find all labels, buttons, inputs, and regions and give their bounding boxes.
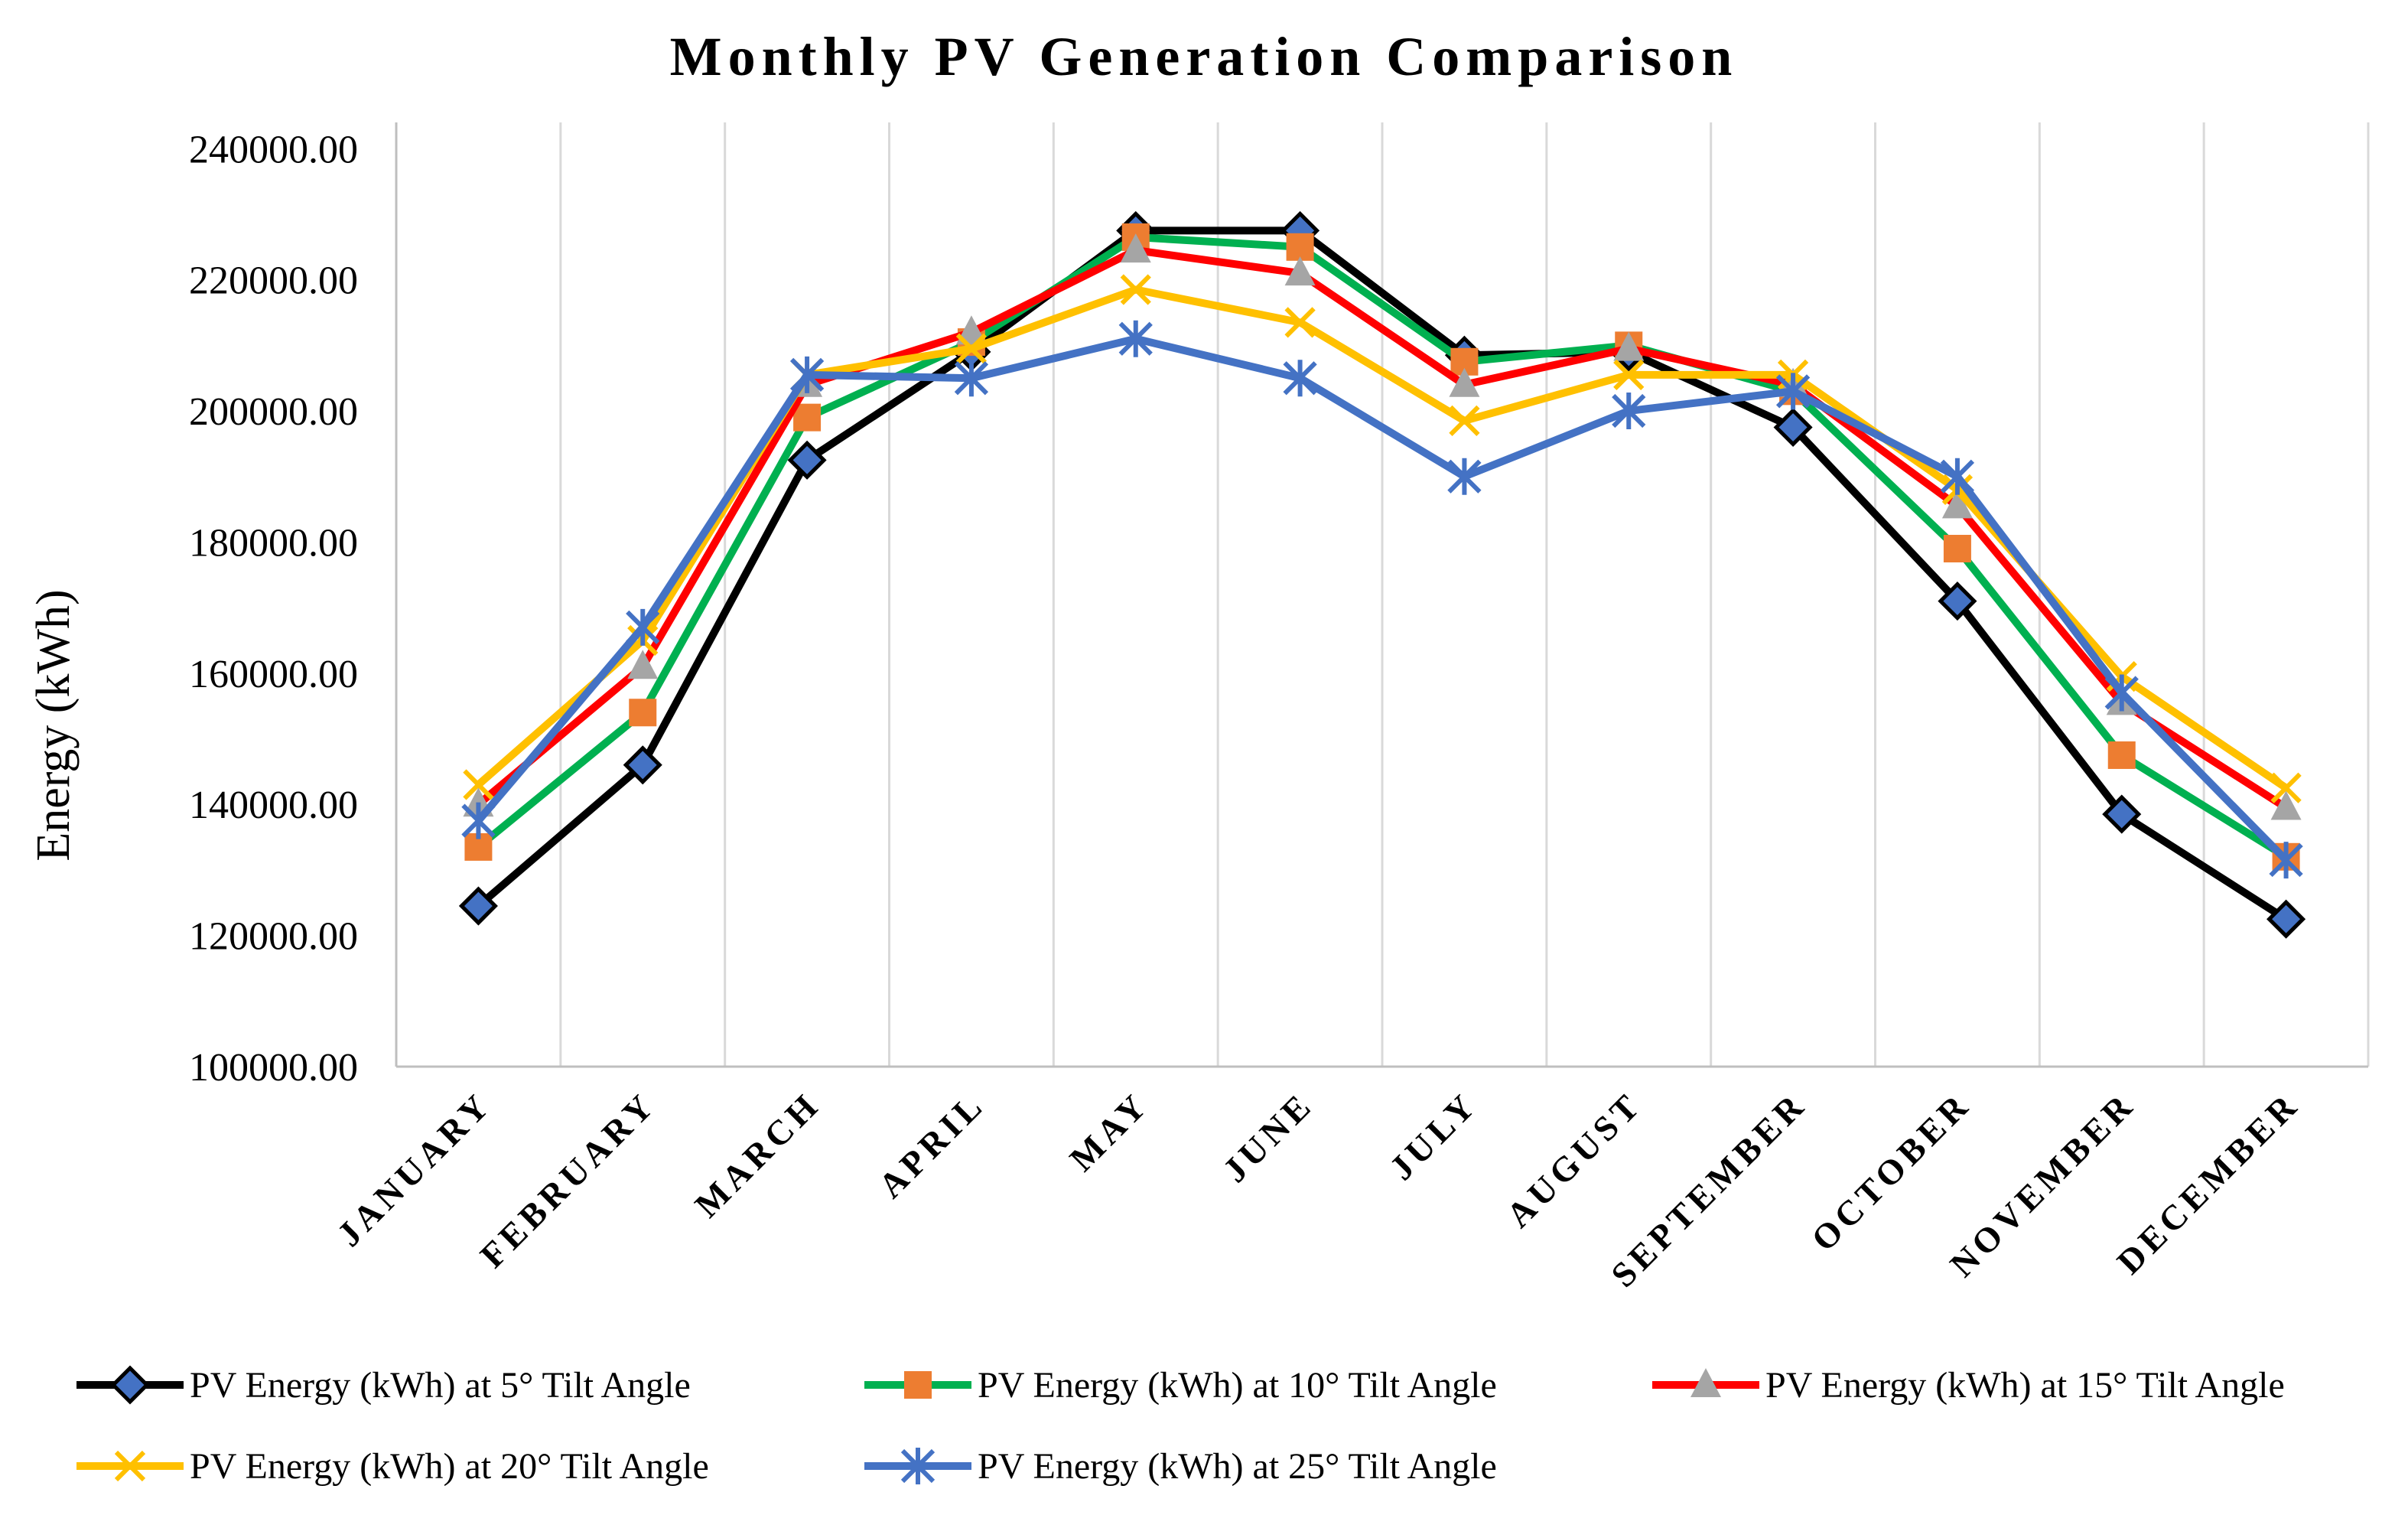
y-tick-label: 100000.00 (189, 1046, 358, 1090)
legend-label: PV Energy (kWh) at 25° Tilt Angle (978, 1446, 1497, 1487)
data-point-marker (955, 333, 988, 364)
y-axis-label: Energy (kWh) (28, 589, 80, 861)
data-point-marker (904, 1371, 932, 1399)
data-point-marker (1775, 373, 1811, 410)
y-tick-label: 180000.00 (189, 521, 358, 565)
chart-title: Monthly PV Generation Comparison (670, 26, 1739, 87)
legend-label: PV Energy (kWh) at 15° Tilt Angle (1765, 1365, 2285, 1406)
data-point-marker (463, 769, 494, 800)
data-point-marker (2107, 741, 2136, 769)
data-point-marker (1938, 582, 1977, 621)
data-point-marker (2102, 794, 2142, 834)
series-5 (461, 320, 2303, 879)
data-point-marker (1120, 274, 1151, 305)
data-point-marker (955, 315, 987, 345)
data-point-marker (627, 650, 659, 679)
data-point-marker (2269, 842, 2303, 879)
x-tick-label: MAY (1062, 1084, 1156, 1178)
y-tick-label: 140000.00 (189, 784, 358, 827)
legend-item: PV Energy (kWh) at 10° Tilt Angle (864, 1365, 1497, 1406)
legend-item: PV Energy (kWh) at 15° Tilt Angle (1652, 1365, 2285, 1406)
data-point-marker (461, 802, 496, 839)
data-point-marker (1613, 359, 1645, 391)
data-point-marker (793, 403, 822, 432)
gridlines (559, 122, 2370, 1067)
data-point-marker (1613, 331, 1645, 361)
data-point-marker (900, 1448, 936, 1484)
data-point-marker (954, 360, 989, 397)
x-tick-label: JULY (1381, 1084, 1485, 1188)
x-tick-label: FEBRUARY (473, 1084, 664, 1276)
data-point-marker (2270, 772, 2302, 803)
data-point-marker (2104, 674, 2139, 712)
data-point-marker (1284, 307, 1316, 338)
series-group (458, 210, 2306, 939)
data-point-marker (626, 608, 660, 646)
data-point-marker (1284, 256, 1316, 286)
x-tick-label: OCTOBER (1804, 1084, 1978, 1259)
data-point-marker (1447, 458, 1482, 495)
data-point-marker (623, 745, 662, 785)
legend-label: PV Energy (kWh) at 20° Tilt Angle (190, 1446, 709, 1487)
x-tick-label: APRIL (871, 1084, 992, 1205)
x-tick-label: JANUARY (330, 1084, 499, 1254)
data-point-marker (1941, 489, 1973, 519)
data-point-marker (2270, 790, 2302, 820)
legend-item: PV Energy (kWh) at 20° Tilt Angle (76, 1446, 709, 1487)
x-tick-label: JUNE (1215, 1084, 1321, 1190)
x-tick-label: AUGUST (1498, 1084, 1649, 1235)
data-point-marker (1773, 407, 1813, 448)
data-point-marker (1943, 535, 1971, 563)
data-point-marker (1940, 458, 1975, 495)
series-line (476, 226, 2289, 923)
y-tick-labels: 100000.00 120000.00 140000.00 160000.00 1800… (189, 128, 358, 1090)
data-point-marker (110, 1365, 150, 1405)
data-point-marker (458, 886, 498, 926)
legend: PV Energy (kWh) at 5° Tilt Angle PV Energ… (76, 1365, 2285, 1487)
data-point-marker (2266, 899, 2306, 939)
x-tick-label: MARCH (687, 1084, 828, 1225)
data-point-marker (1690, 1368, 1721, 1397)
data-point-marker (629, 699, 657, 727)
legend-label: PV Energy (kWh) at 10° Tilt Angle (978, 1365, 1497, 1406)
data-point-marker (1120, 233, 1151, 263)
series-line (476, 233, 2289, 861)
axes (395, 122, 2368, 1068)
legend-item: PV Energy (kWh) at 25° Tilt Angle (864, 1446, 1497, 1487)
data-point-marker (1118, 320, 1153, 357)
data-point-marker (789, 356, 825, 393)
data-point-marker (1449, 367, 1480, 397)
data-point-marker (1286, 233, 1314, 261)
y-tick-label: 240000.00 (189, 128, 358, 171)
y-tick-label: 120000.00 (189, 915, 358, 959)
data-point-marker (787, 440, 827, 480)
y-tick-label: 160000.00 (189, 653, 358, 696)
data-point-marker (1612, 393, 1646, 430)
data-point-marker (1283, 360, 1317, 397)
series-line (475, 334, 2289, 863)
data-point-marker (114, 1450, 146, 1482)
legend-label: PV Energy (kWh) at 5° Tilt Angle (190, 1365, 691, 1406)
y-tick-label: 220000.00 (189, 259, 358, 303)
y-tick-label: 200000.00 (189, 390, 358, 434)
legend-item: PV Energy (kWh) at 5° Tilt Angle (76, 1365, 691, 1406)
series-line (476, 246, 2289, 811)
data-point-marker (1449, 405, 1480, 437)
